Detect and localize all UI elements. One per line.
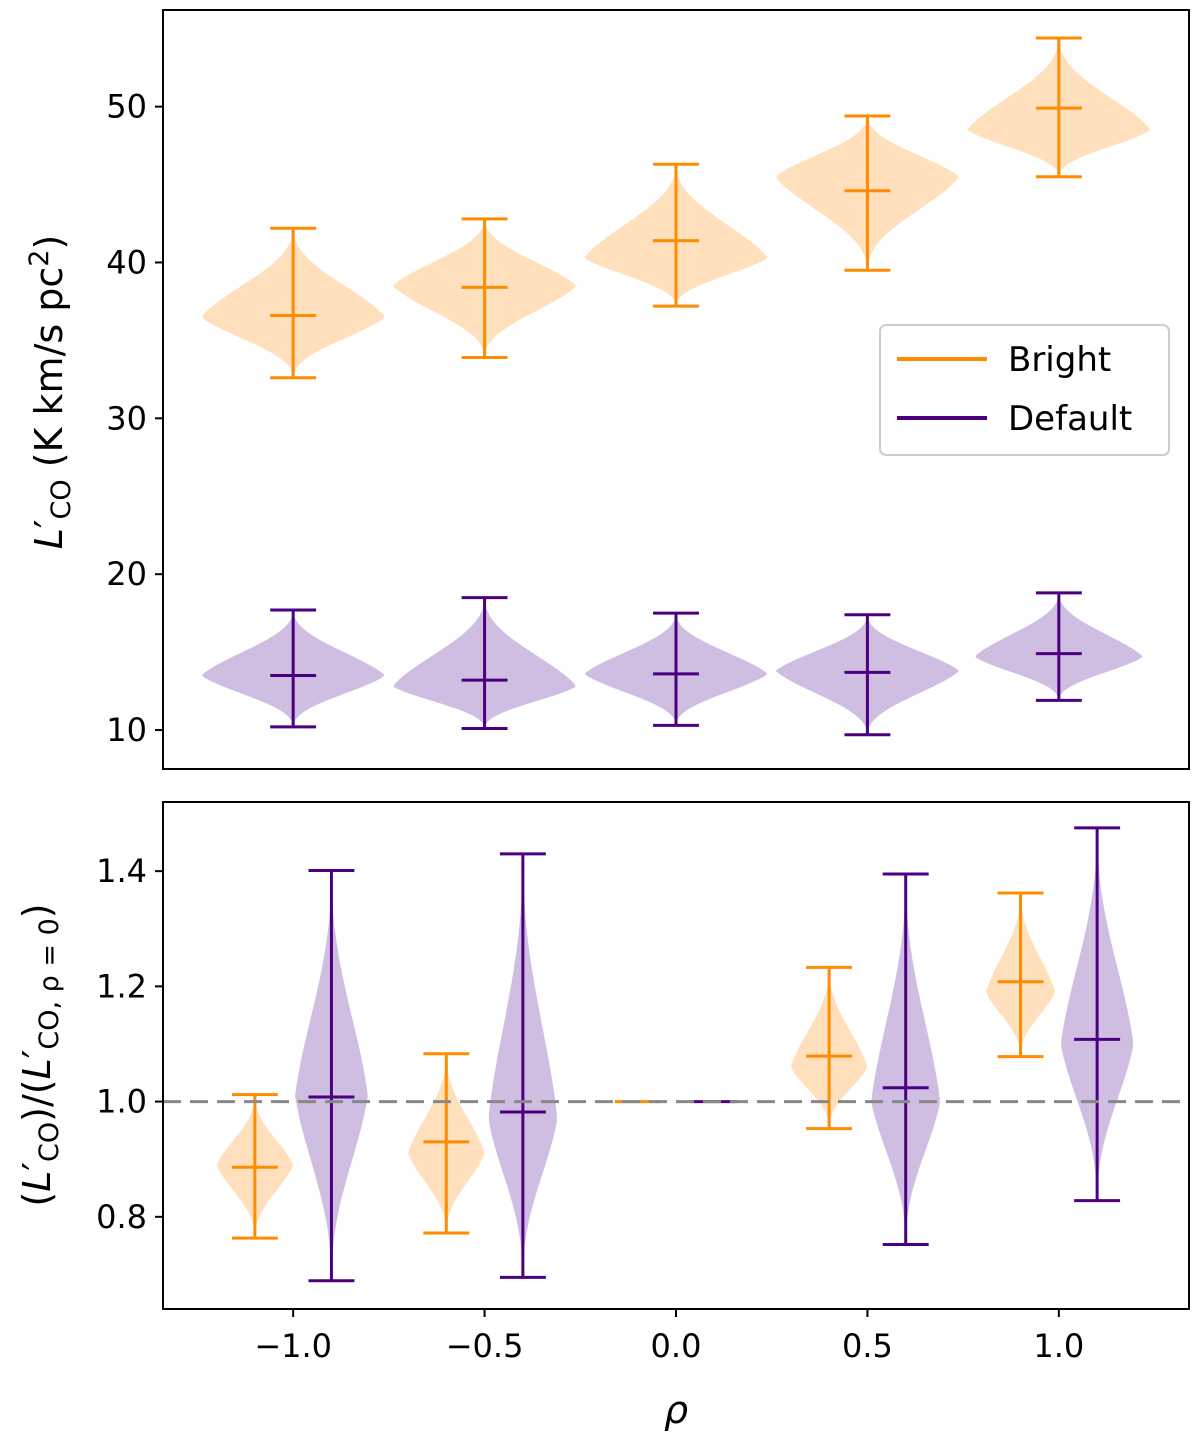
x-tick-label: −0.5: [446, 1327, 524, 1365]
top-y-title-sub: CO: [46, 479, 77, 519]
bottom-y-title-part-5: L: [15, 1058, 59, 1079]
bottom-y-title-part-6: ′: [15, 1050, 59, 1059]
top-y-tick-label: 30: [106, 399, 147, 437]
bottom-violins: [217, 826, 1134, 1283]
bottom-y-title-part-1: L: [15, 1171, 59, 1192]
x-tick-label: −1.0: [254, 1327, 332, 1365]
top-violin-default-4: [975, 591, 1143, 702]
bottom-y-tick-label: 0.8: [96, 1198, 147, 1236]
top-y-title-prime: ′: [27, 519, 71, 528]
bottom-ticks: 0.8 1.0 1.2 1.4 −1.0 −0.5 0.0 0.5 1.0: [96, 852, 1084, 1365]
bottom-plot-frame: [162, 801, 1190, 1310]
top-violin-bright-4: [967, 36, 1150, 179]
top-violin-bright-1: [392, 217, 577, 360]
x-tick-label: 0.0: [651, 1327, 702, 1365]
top-y-tick-label: 50: [106, 88, 147, 126]
top-y-title-sup: 2: [24, 250, 55, 267]
top-y-title-close: ): [27, 235, 71, 250]
bottom-y-title-part-3: CO: [34, 1122, 65, 1162]
x-axis-title: ρ: [664, 1388, 688, 1432]
top-y-title-l: L: [27, 528, 71, 549]
legend-label-default: Default: [1008, 399, 1132, 439]
bottom-violin-bright-4: [986, 891, 1055, 1059]
bottom-y-title-part-8: ): [15, 903, 59, 918]
top-violin-default-3: [775, 613, 960, 737]
bottom-violin-bright-1: [408, 1052, 485, 1235]
top-plot-frame: [162, 9, 1190, 770]
legend-label-bright: Bright: [1008, 340, 1111, 380]
top-y-tick-label: 40: [106, 243, 147, 281]
bottom-y-title-part-7: CO, ρ = 0: [34, 918, 65, 1049]
bottom-y-title-part-4: )/(: [15, 1079, 59, 1121]
x-tick-label: 0.5: [842, 1327, 893, 1365]
bottom-violin-default-0: [295, 869, 368, 1283]
legend: Bright Default: [879, 324, 1170, 456]
top-y-title-units: (K km/s pc: [27, 267, 71, 480]
bottom-y-title-part-0: (: [15, 1192, 59, 1207]
bottom-y-tick-label: 1.4: [96, 852, 147, 890]
x-tick-label: 1.0: [1033, 1327, 1084, 1365]
bottom-y-title-part-2: ′: [15, 1162, 59, 1171]
top-violin-default-2: [585, 611, 767, 727]
bottom-violin-bright-3: [790, 965, 868, 1131]
bottom-violin-bright-0: [217, 1093, 293, 1240]
top-panel: 10 20 30 40 50 Bright Default L′CO (K km/s p…: [24, 9, 1190, 770]
top-violins: [202, 36, 1150, 737]
bottom-y-axis-title: (L′CO)/(L′CO, ρ = 0): [15, 903, 65, 1206]
top-violin-bright-3: [776, 114, 959, 272]
bottom-y-tick-label: 1.0: [96, 1083, 147, 1121]
bottom-violin-default-1: [488, 852, 557, 1279]
top-y-tick-label: 20: [106, 555, 147, 593]
top-violin-bright-0: [202, 226, 384, 380]
top-y-axis-title: L′CO (K km/s pc2): [24, 235, 77, 550]
top-violin-default-1: [393, 596, 576, 730]
bottom-panel: 0.81.01.21.4−1.0 −0.5 0.0 0.5 1.0 (L′CO)/(L′…: [15, 801, 1190, 1432]
top-violin-default-0: [202, 608, 384, 729]
bottom-violin-default-4: [1061, 826, 1134, 1203]
bottom-y-tick-label: 1.2: [96, 967, 147, 1005]
bottom-violin-default-3: [871, 872, 940, 1246]
top-violin-bright-2: [585, 162, 767, 308]
top-y-tick-label: 10: [106, 711, 147, 749]
top-y-ticks: 10 20 30 40 50: [106, 88, 163, 749]
